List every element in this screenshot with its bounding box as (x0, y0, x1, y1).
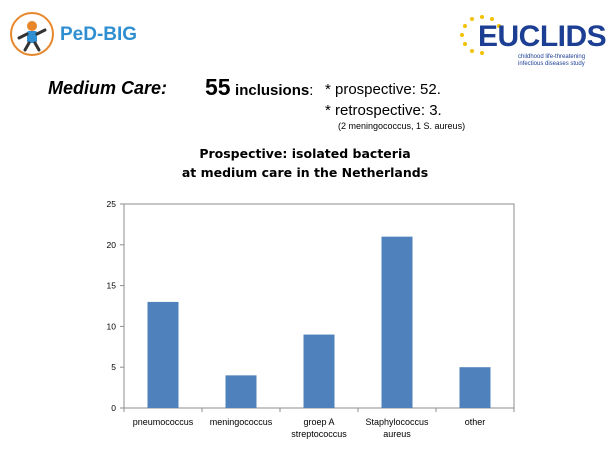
retrospective-note: (2 meningococcus, 1 S. aureus) (338, 121, 466, 131)
x-tick-label: aureus (383, 429, 411, 439)
x-tick-label: pneumococcus (133, 417, 194, 427)
euclids-logo-subtitle: childhood life-threatening infectious di… (518, 54, 586, 67)
x-tick-label: other (465, 417, 486, 427)
prospective-count: * prospective: 52. (325, 81, 441, 98)
retrospective-count: * retrospective: 3. (325, 102, 442, 119)
y-tick-label: 20 (107, 240, 117, 250)
euclids-logo: EUCLIDS childhood life-threatening infec… (452, 8, 607, 70)
y-tick-label: 0 (111, 403, 116, 413)
x-tick-label: groep A (303, 417, 334, 427)
bar (147, 301, 179, 408)
eu-stars-icon (460, 15, 501, 55)
pedbig-logo: PeD-BIG (10, 12, 150, 62)
bar (225, 375, 257, 408)
inclusions-summary: 55 inclusions: (205, 74, 313, 101)
inclusions-count: 55 (205, 74, 231, 100)
pedbig-logo-text: PeD-BIG (60, 24, 138, 45)
euclids-logo-text: EUCLIDS (478, 20, 607, 53)
bar (459, 367, 491, 408)
bar (381, 236, 413, 408)
inclusions-label: inclusions (235, 82, 310, 99)
chart-title-line-1: Prospective: isolated bacteria (199, 146, 411, 161)
x-tick-label: Staphylococcus (365, 417, 429, 427)
y-tick-label: 15 (107, 281, 117, 291)
x-tick-label: meningococcus (210, 417, 273, 427)
y-tick-label: 25 (107, 199, 117, 209)
y-tick-label: 10 (107, 321, 117, 331)
x-tick-label: streptococcus (291, 429, 347, 439)
medium-care-label: Medium Care: (48, 78, 168, 98)
inclusions-colon: : (309, 82, 314, 99)
pedbig-emblem-icon (10, 12, 54, 56)
y-tick-label: 5 (111, 362, 116, 372)
chart-title-line-2: at medium care in the Netherlands (181, 165, 429, 180)
bar (303, 334, 335, 408)
